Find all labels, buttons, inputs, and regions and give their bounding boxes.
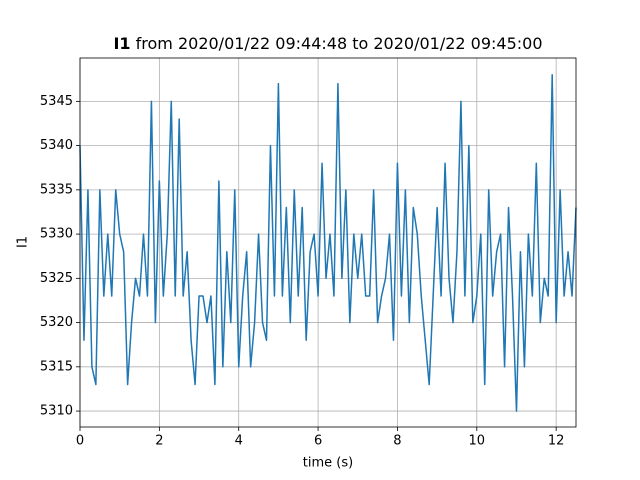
- x-axis-label: time (s): [303, 456, 353, 471]
- plot-frame: [79, 57, 577, 428]
- y-tick-label: 5340: [40, 138, 73, 153]
- title-text: from 2020/01/22 09:44:48 to 2020/01/22 0…: [136, 34, 543, 53]
- y-tick-label: 5325: [40, 271, 73, 286]
- y-tick-label: 5310: [40, 404, 73, 419]
- chart-title: I1 from 2020/01/22 09:44:48 to 2020/01/2…: [113, 34, 542, 53]
- x-tick-label: 6: [314, 434, 322, 449]
- y-tick-label: 5320: [40, 315, 73, 330]
- x-tick-label: 4: [235, 434, 243, 449]
- x-tick-label: 10: [469, 434, 486, 449]
- x-tick-label: 8: [393, 434, 401, 449]
- x-tick-label: 0: [76, 434, 84, 449]
- y-tick-label: 5315: [40, 359, 73, 374]
- y-tick-label: 5335: [40, 182, 73, 197]
- y-axis-label: I1: [16, 236, 31, 248]
- y-tick-label: 5330: [40, 227, 73, 242]
- x-tick-label: 12: [548, 434, 565, 449]
- y-tick-label: 5345: [40, 94, 73, 109]
- title-variable: I1: [113, 34, 130, 53]
- x-tick-label: 2: [155, 434, 163, 449]
- data-line: [79, 74, 577, 412]
